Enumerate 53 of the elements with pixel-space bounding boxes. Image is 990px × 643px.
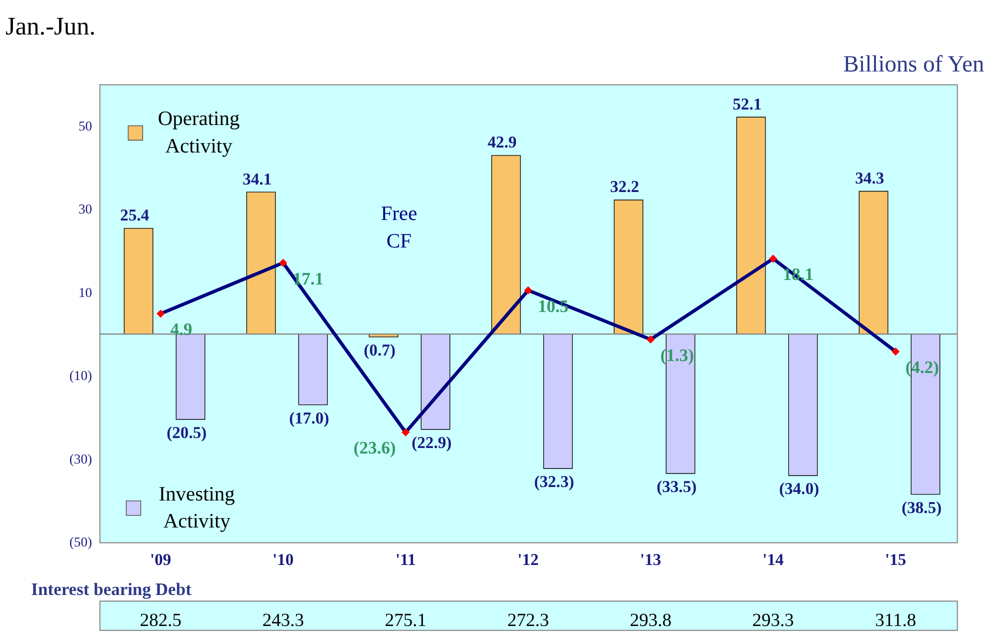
bar (176, 334, 206, 420)
data-label: 293.8 (630, 611, 672, 632)
data-label: (33.5) (656, 477, 697, 496)
y-tick-label: 50 (78, 118, 92, 134)
y-tick-label: (10) (69, 368, 92, 384)
x-tick-label: '15 (885, 550, 906, 570)
data-label: 282.5 (140, 611, 182, 632)
data-label: 272.3 (507, 611, 549, 632)
bar (858, 190, 888, 334)
data-label: (23.6) (354, 438, 396, 458)
data-label: 52.1 (732, 94, 762, 114)
x-tick-label: '14 (762, 550, 784, 570)
data-label: 34.3 (855, 168, 884, 188)
x-tick-label: '10 (272, 550, 294, 570)
text: Interest bearing Debt (31, 578, 192, 599)
data-label: 32.2 (610, 177, 640, 196)
bar (420, 334, 450, 430)
data-label: (38.5) (902, 498, 942, 517)
data-label: (20.5) (166, 422, 207, 442)
x-tick-label: '09 (150, 550, 172, 570)
data-label: (34.0) (779, 479, 820, 498)
data-label: (22.9) (412, 432, 452, 452)
text: Free CF (380, 203, 418, 252)
data-label: 42.9 (488, 132, 517, 152)
y-tick-label: 30 (78, 202, 92, 217)
data-label: 10.5 (538, 296, 569, 316)
data-label: 243.3 (262, 611, 304, 632)
x-tick-label: '13 (640, 550, 662, 570)
legend-label: Operating Activity (158, 108, 240, 158)
data-label: 311.8 (875, 611, 916, 632)
y-axis-title: Billions of Yen (843, 52, 984, 78)
data-label: (17.0) (289, 408, 330, 428)
data-label: 25.4 (120, 206, 150, 224)
data-label: 34.1 (242, 169, 272, 188)
data-label: (32.3) (534, 472, 574, 492)
bar (491, 155, 521, 334)
legend-label: Investing Activity (158, 483, 235, 533)
data-label: 293.3 (752, 611, 794, 632)
data-label: (0.7) (364, 340, 396, 360)
y-tick-label: 10 (78, 284, 92, 300)
bar (124, 228, 154, 334)
bar (543, 334, 573, 469)
chart-title: Jan.-Jun. (6, 12, 96, 41)
y-tick-label: (50) (69, 534, 92, 550)
bar (788, 334, 818, 476)
y-tick-label: (30) (69, 451, 92, 466)
bar (298, 334, 328, 406)
x-tick-label: '11 (396, 550, 416, 570)
bar (246, 192, 276, 334)
bar (614, 200, 644, 334)
data-label: 275.1 (384, 611, 426, 632)
x-tick-label: '12 (518, 550, 539, 570)
bar (736, 116, 766, 334)
